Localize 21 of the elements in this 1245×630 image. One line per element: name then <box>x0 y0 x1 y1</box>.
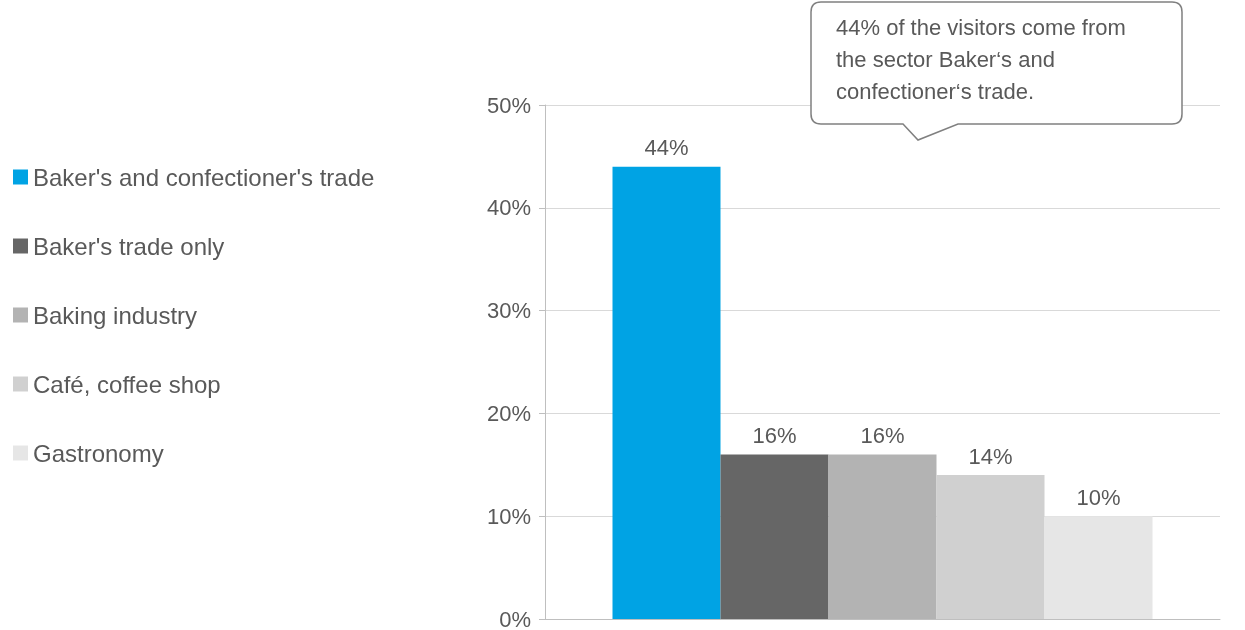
bar <box>720 454 829 619</box>
y-tick-label: 40% <box>486 195 531 221</box>
text: 44% of the visitors come from the sector Baker‘s and confectioner‘s trade. <box>836 14 1127 106</box>
data-label: 14% <box>968 443 1013 469</box>
y-tick-label: 0% <box>499 606 531 630</box>
bar <box>612 166 721 619</box>
y-tick-label: 50% <box>486 92 531 118</box>
legend-label: Café, coffee shop <box>33 370 221 398</box>
data-label: 44% <box>644 135 689 161</box>
legend-label: Baking industry <box>33 301 198 329</box>
data-label: 16% <box>860 423 905 449</box>
y-tick-label: 10% <box>486 503 531 529</box>
bar <box>1044 516 1153 619</box>
legend-label: Gastronomy <box>33 439 164 467</box>
y-tick-label: 20% <box>486 400 531 426</box>
bar <box>936 475 1045 619</box>
y-tick-label: 30% <box>486 298 531 324</box>
legend-label: Baker's and confectioner's trade <box>33 163 375 191</box>
data-label: 16% <box>752 423 797 449</box>
data-label: 10% <box>1076 484 1121 510</box>
legend-label: Baker's trade only <box>33 232 225 260</box>
